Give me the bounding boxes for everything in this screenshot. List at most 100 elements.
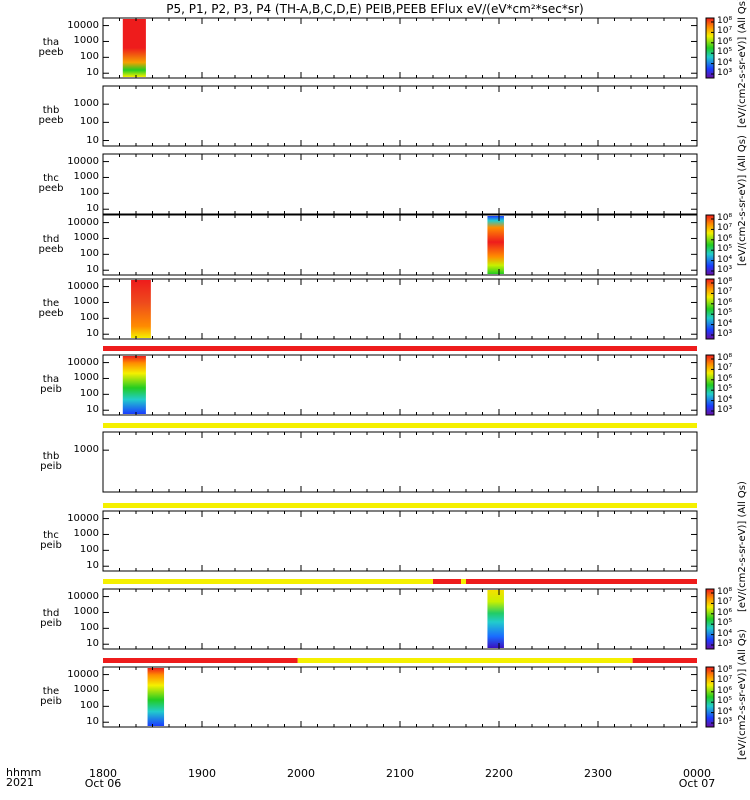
colorbar-tick-label: 10⁵: [717, 308, 733, 319]
colorbar-tick-label: 10⁸: [717, 16, 733, 26]
panel-label: thc peeb: [38, 173, 64, 194]
mode-bar-segment: [466, 579, 697, 584]
colorbar-tick-label: 10³: [717, 717, 733, 727]
y-tick-label: 100: [79, 51, 99, 63]
colorbar-tick-label: 10⁵: [717, 244, 733, 255]
colorbar-tick-label: 10⁷: [717, 363, 733, 374]
mode-bar-segment: [103, 346, 697, 351]
panel-frame: [102, 510, 698, 572]
y-tick-label: 100: [79, 700, 99, 712]
year-label: 2021: [6, 776, 34, 789]
colorbar-tick-label: 10⁶: [717, 607, 733, 618]
y-tick-label: 1000: [73, 444, 99, 456]
mode-bar-segment: [103, 658, 298, 663]
y-tick-label: 10: [86, 716, 99, 728]
y-tick-label: 1000: [73, 372, 99, 384]
colorbar-tick-label: 10⁵: [717, 696, 733, 707]
panel-label: thd peib: [40, 608, 62, 629]
colorbar-tick-label: 10³: [717, 329, 733, 339]
colorbar-tick-label: 10⁶: [717, 36, 733, 47]
colorbar-tick-label: 10⁷: [717, 223, 733, 234]
y-tick-label: 100: [79, 544, 99, 556]
mode-bar-segment: [103, 423, 697, 428]
panel-label: the peib: [40, 686, 62, 707]
y-tick-label: 1000: [73, 296, 99, 308]
panel-frame: [102, 666, 698, 728]
spectrogram-block: [131, 280, 151, 338]
colorbar-tick-label: 10⁸: [717, 353, 733, 363]
y-tick-label: 10000: [67, 155, 99, 167]
spectrogram-block: [487, 216, 504, 274]
colorbar-tick-label: 10⁸: [717, 213, 733, 223]
panel-frame: [102, 85, 698, 147]
colorbar: [705, 17, 715, 79]
x-date-label: Oct 07: [678, 777, 716, 790]
y-tick-label: 10: [86, 638, 99, 650]
y-tick-label: 10000: [67, 356, 99, 368]
colorbar-tick-label: 10⁵: [717, 47, 733, 58]
y-tick-label: 10000: [67, 512, 99, 524]
y-tick-label: 100: [79, 248, 99, 260]
panel-label: thc peib: [40, 530, 62, 551]
y-tick-label: 1000: [73, 35, 99, 47]
y-tick-label: 10000: [67, 590, 99, 602]
x-tick-label: 2300: [584, 767, 612, 780]
colorbar-tick-label: 10⁶: [717, 373, 733, 384]
y-tick-label: 10: [86, 203, 99, 215]
colorbar: [705, 214, 715, 276]
y-tick-label: 100: [79, 622, 99, 634]
y-tick-label: 10: [86, 328, 99, 340]
y-tick-label: 1000: [73, 528, 99, 540]
colorbar-tick-label: 10⁶: [717, 685, 733, 696]
colorbar-title: [eV/(cm2-s-sr-eV)] (All Qs): [737, 0, 748, 128]
colorbar-tick-label: 10⁵: [717, 618, 733, 629]
mode-bar-segment: [103, 503, 697, 508]
y-tick-label: 1000: [73, 98, 99, 110]
spectrogram-block: [122, 356, 146, 414]
x-tick-label: 2200: [485, 767, 513, 780]
spectrogram-block: [122, 19, 146, 77]
colorbar-tick-label: 10³: [717, 405, 733, 415]
panel-frame: [102, 17, 698, 79]
colorbar-tick-label: 10⁴: [717, 57, 733, 68]
y-tick-label: 1000: [73, 171, 99, 183]
colorbar-tick-label: 10⁴: [717, 394, 733, 405]
panel-frame: [102, 431, 698, 493]
panel-frame: [102, 588, 698, 650]
y-tick-label: 10: [86, 404, 99, 416]
panel-label: tha peib: [40, 374, 62, 395]
panel-frame: [102, 153, 698, 215]
colorbar-tick-label: 10⁴: [717, 254, 733, 265]
x-tick-label: 2000: [287, 767, 315, 780]
y-tick-label: 100: [79, 388, 99, 400]
y-tick-label: 100: [79, 187, 99, 199]
colorbar-tick-label: 10⁸: [717, 277, 733, 287]
y-tick-label: 100: [79, 312, 99, 324]
colorbar: [705, 278, 715, 340]
y-tick-label: 100: [79, 116, 99, 128]
time-format-label: hhmm: [6, 766, 42, 779]
colorbar-tick-label: 10⁶: [717, 297, 733, 308]
panel-label: thb peib: [40, 451, 62, 472]
colorbar-title: [eV/(cm2-s-sr-eV)] (All Qs): [737, 135, 748, 266]
colorbar-tick-label: 10⁸: [717, 665, 733, 675]
x-tick-label: 2100: [386, 767, 414, 780]
mode-bar-segment: [632, 658, 697, 663]
mode-bar-segment: [297, 658, 633, 663]
mode-bar-segment: [433, 579, 462, 584]
y-tick-label: 10: [86, 264, 99, 276]
colorbar-tick-label: 10⁶: [717, 233, 733, 244]
colorbar: [705, 354, 715, 416]
x-tick-label: 0000: [683, 767, 711, 780]
y-tick-label: 1000: [73, 684, 99, 696]
panel-frame: [102, 214, 698, 276]
colorbar-title: [eV/(cm2-s-sr-eV)] (All Qs): [737, 629, 748, 760]
colorbar-tick-label: 10³: [717, 265, 733, 275]
y-tick-label: 10: [86, 134, 99, 146]
y-tick-label: 10: [86, 560, 99, 572]
y-tick-label: 1000: [73, 232, 99, 244]
colorbar-tick-label: 10⁷: [717, 287, 733, 298]
x-tick-label: 1900: [188, 767, 216, 780]
mode-bar-segment: [461, 579, 466, 584]
panel-frame: [102, 354, 698, 416]
